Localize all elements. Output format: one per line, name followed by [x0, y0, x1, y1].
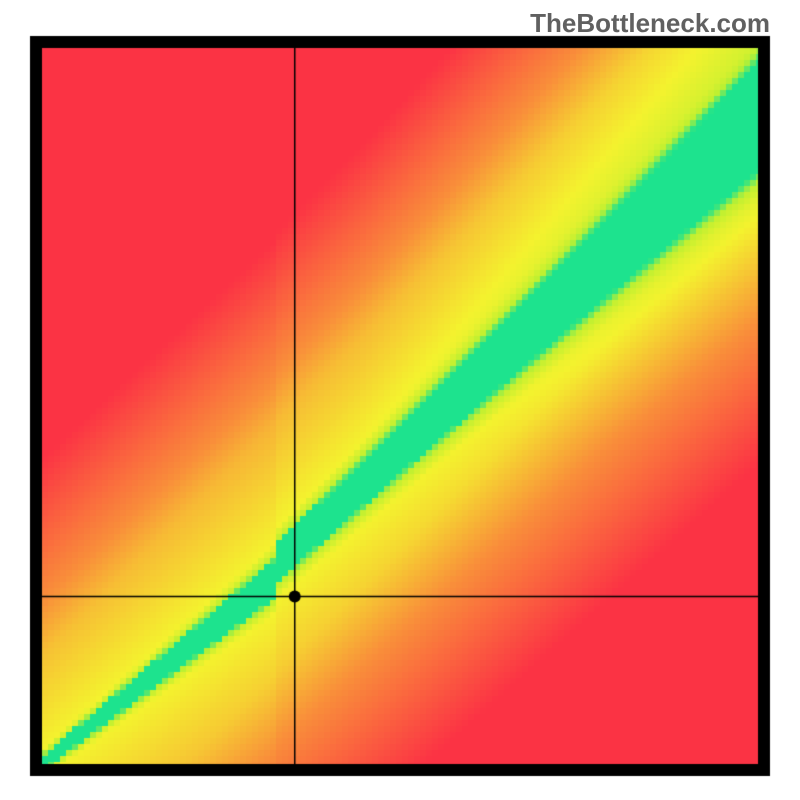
chart-container: TheBottleneck.com — [0, 0, 800, 800]
watermark-text: TheBottleneck.com — [530, 8, 770, 39]
bottleneck-heatmap-canvas — [0, 0, 800, 800]
